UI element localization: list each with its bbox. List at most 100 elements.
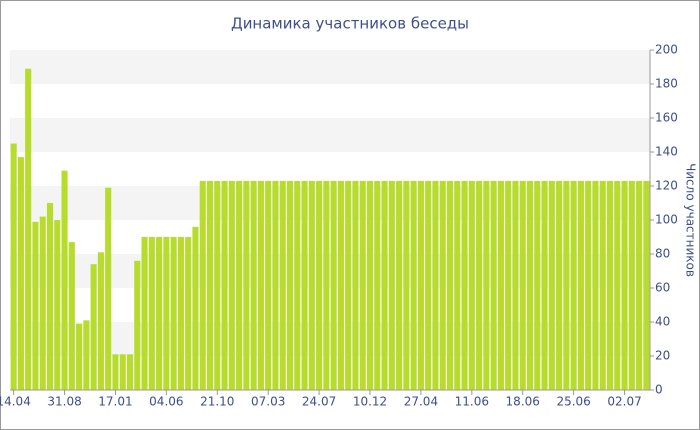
bar	[534, 180, 541, 390]
bar	[119, 354, 126, 390]
x-tick-label: 11.06	[455, 395, 489, 409]
bar	[425, 180, 432, 390]
bar	[206, 180, 214, 390]
bar	[46, 203, 54, 390]
bar	[614, 180, 621, 390]
bar	[148, 237, 155, 390]
bar	[68, 242, 75, 390]
bar	[526, 180, 534, 390]
x-tick-label: 14.04	[0, 395, 31, 409]
x-tick-label: 17.01	[98, 395, 132, 409]
grid-band	[10, 50, 650, 84]
y-tick-label: 120	[655, 179, 678, 193]
bar	[170, 237, 177, 390]
bar	[76, 323, 83, 390]
bar	[308, 180, 315, 390]
bar	[468, 180, 475, 390]
bar	[352, 180, 359, 390]
bar	[388, 180, 395, 390]
x-tick-label: 02.07	[607, 395, 641, 409]
bar	[621, 180, 628, 390]
bar	[541, 180, 548, 390]
bar	[257, 180, 264, 390]
bar	[454, 180, 461, 390]
bar	[265, 180, 272, 390]
bar	[599, 180, 606, 390]
bar	[83, 320, 90, 390]
bar	[483, 180, 490, 390]
bar	[279, 180, 286, 390]
bar	[643, 180, 650, 390]
x-tick-label: 18.06	[506, 395, 540, 409]
bar	[39, 216, 46, 390]
bar	[228, 180, 235, 390]
bar	[90, 264, 97, 390]
y-tick-label: 0	[655, 383, 663, 397]
bar	[636, 180, 643, 390]
bar	[25, 68, 32, 390]
x-tick-label: 31.08	[47, 395, 81, 409]
bar	[272, 180, 279, 390]
y-tick-label: 140	[655, 145, 678, 159]
bar	[323, 180, 330, 390]
bar	[316, 180, 323, 390]
y-tick-label: 20	[655, 349, 670, 363]
bar	[214, 180, 221, 390]
bar	[199, 180, 206, 390]
bar	[286, 180, 294, 390]
bar	[396, 180, 403, 390]
y-tick-label: 40	[655, 315, 670, 329]
bar	[403, 180, 410, 390]
bar	[221, 180, 228, 390]
bar	[10, 143, 17, 390]
x-tick-label: 24.07	[302, 395, 336, 409]
x-tick-label: 25.06	[556, 395, 590, 409]
y-tick-label: 80	[655, 247, 670, 261]
bar	[439, 180, 446, 390]
bar	[592, 180, 599, 390]
bar	[606, 180, 614, 390]
x-tick-label: 21.10	[200, 395, 234, 409]
bar	[374, 180, 381, 390]
bar	[446, 180, 454, 390]
bar	[294, 180, 301, 390]
bar	[628, 180, 635, 390]
bar	[556, 180, 563, 390]
x-tick-label: 27.04	[404, 395, 438, 409]
x-tick-label: 10.12	[353, 395, 387, 409]
y-tick-label: 160	[655, 111, 678, 125]
bar	[185, 237, 192, 390]
chart-title: Динамика участников беседы	[231, 15, 469, 33]
bar	[381, 180, 388, 390]
bar	[97, 252, 104, 390]
bar	[105, 187, 112, 390]
bar	[432, 180, 439, 390]
bar	[156, 237, 163, 390]
x-tick-label: 07.03	[251, 395, 285, 409]
bar	[112, 354, 119, 390]
y-tick-label: 100	[655, 213, 678, 227]
grid-band	[10, 118, 650, 152]
bar	[410, 180, 417, 390]
bar	[301, 180, 308, 390]
bar	[337, 180, 344, 390]
bar	[243, 180, 250, 390]
bar	[177, 237, 184, 390]
bar	[577, 180, 584, 390]
bar	[345, 180, 352, 390]
bar	[512, 180, 519, 390]
bar	[250, 180, 257, 390]
bar	[505, 180, 512, 390]
y-tick-label: 180	[655, 77, 678, 91]
x-tick-label: 04.06	[149, 395, 183, 409]
bar	[563, 180, 570, 390]
bar	[17, 157, 24, 390]
bar	[134, 260, 141, 390]
bar	[126, 354, 134, 390]
bar	[570, 180, 577, 390]
bar	[548, 180, 555, 390]
bar	[32, 221, 39, 390]
bar	[476, 180, 483, 390]
y-tick-label: 60	[655, 281, 670, 295]
bar	[366, 180, 374, 390]
